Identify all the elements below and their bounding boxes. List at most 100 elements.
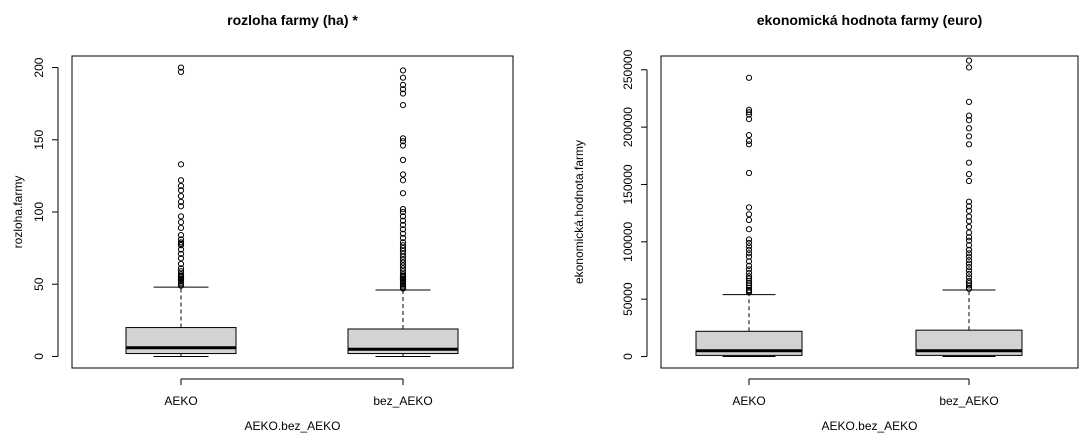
outlier-point [965,57,973,64]
x-tick-label: AEKO [164,394,197,408]
outlier-point [745,132,753,139]
outlier-point [399,81,407,88]
outlier-point [745,239,753,247]
outlier-point [177,250,185,257]
y-tick-label: 200 [32,57,46,77]
outlier-point [177,224,185,231]
outlier-point [177,177,185,184]
box-bez_AEKO [915,57,1023,358]
outlier-point [399,247,407,255]
x-tick-label: bez_AEKO [939,394,998,408]
outlier-point [399,138,407,145]
outlier-point [965,141,973,148]
outlier-point [965,213,973,220]
chart-panel-2: ekonomická hodnota farmy (euro) AEKO.bez_… [572,12,1079,433]
outlier-point [965,282,973,289]
x-tick-label: bez_AEKO [373,394,432,408]
outlier-point [399,206,407,213]
outlier-point [399,74,407,81]
outlier-point [745,141,753,148]
plot-frame [660,55,1079,369]
outlier-point [177,193,185,200]
outlier-point [399,230,407,237]
outlier-point [745,211,753,218]
outlier-point [965,223,973,231]
outlier-point [745,216,753,224]
outlier-point [965,177,973,185]
y-tick-label: 100000 [621,221,635,261]
outlier-point [399,171,407,178]
outlier-point [399,250,407,257]
y-tick-label: 50 [32,277,46,291]
outlier-point [965,260,973,267]
outlier-point [745,277,753,284]
outlier-point [965,171,973,178]
outlier-point [745,282,753,289]
outlier-point [177,161,185,168]
outlier-point [399,262,407,269]
outlier-point [745,280,753,287]
outlier-point [399,190,407,197]
x-tick-label: AEKO [732,394,765,408]
y-axis-label: rozloha.farmy [11,176,25,249]
y-tick-label: 0 [32,353,46,360]
outlier-point [745,258,753,265]
outlier-point [965,159,973,166]
outlier-point [177,282,185,289]
outlier-point [965,246,973,253]
outlier-point [399,239,407,246]
outlier-point [965,198,973,205]
outlier-point [965,234,973,241]
outlier-point [965,218,973,225]
y-tick-label: 100 [32,202,46,222]
outlier-point [399,221,407,229]
outlier-point [745,111,753,118]
outlier-point [177,246,185,253]
outlier-point [177,182,185,190]
outlier-point [745,273,753,280]
outlier-point [177,203,185,210]
outlier-point [399,234,407,242]
outlier-point [399,259,407,266]
outlier-point [965,64,973,71]
outlier-point [745,266,753,273]
y-tick-label: 0 [621,353,635,360]
outlier-point [399,102,407,109]
outlier-point [399,156,407,164]
outlier-point [177,198,185,205]
outlier-point [177,268,185,275]
outlier-point [399,226,407,233]
outlier-point [177,68,185,75]
y-tick-label: 200000 [621,107,635,147]
outlier-point [965,267,973,274]
outlier-point [399,242,407,249]
outlier-point [177,242,185,249]
outlier-point [177,265,185,272]
outlier-point [965,229,973,236]
outlier-point [177,187,185,194]
outlier-point [745,289,753,296]
outlier-point [177,236,185,243]
outlier-point [177,213,185,220]
outlier-point [399,265,407,272]
outlier-point [177,232,185,239]
outlier-point [745,246,753,253]
outlier-point [745,262,753,270]
outlier-point [399,253,407,260]
outlier-point [399,142,407,149]
outlier-point [177,64,185,71]
outlier-point [177,260,185,268]
outlier-point [399,245,407,252]
outlier-point [399,208,407,216]
outlier-point [965,277,973,284]
outlier-point [745,275,753,282]
outlier-point [965,253,973,260]
outlier-point [965,257,973,264]
outlier-point [745,226,753,233]
y-axis-label: ekonomická.hodnota.farmy [572,140,586,284]
outlier-point [745,243,753,250]
outlier-point [745,250,753,257]
y-tick-label: 150 [32,129,46,149]
outlier-point [965,250,973,257]
outlier-point [177,219,185,226]
